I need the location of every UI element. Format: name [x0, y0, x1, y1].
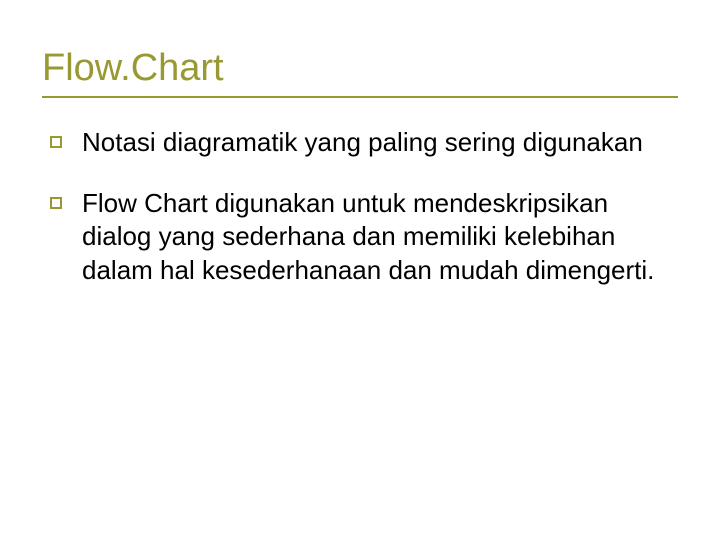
square-bullet-icon	[50, 197, 62, 209]
list-item-text: Flow Chart digunakan untuk mendeskripsik…	[82, 188, 654, 285]
list-item-text: Notasi diagramatik yang paling sering di…	[82, 127, 643, 157]
title-underline	[42, 96, 678, 98]
list-item: Flow Chart digunakan untuk mendeskripsik…	[48, 187, 672, 287]
bullet-list: Notasi diagramatik yang paling sering di…	[42, 126, 678, 287]
square-bullet-icon	[50, 136, 62, 148]
list-item: Notasi diagramatik yang paling sering di…	[48, 126, 672, 159]
slide: Flow.Chart Notasi diagramatik yang palin…	[0, 0, 720, 540]
slide-title: Flow.Chart	[42, 48, 678, 90]
